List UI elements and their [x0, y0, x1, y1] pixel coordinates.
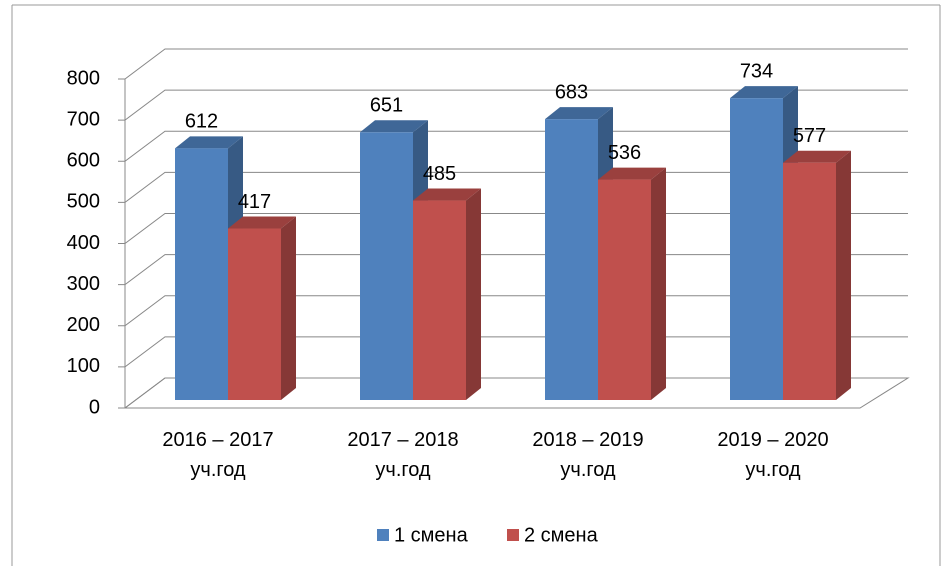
- data-label: 734: [740, 60, 773, 82]
- bar-front: [413, 200, 466, 400]
- bar: [413, 188, 481, 400]
- y-tick-label: 200: [67, 314, 100, 336]
- grid-line: [124, 48, 908, 80]
- data-label: 683: [555, 81, 588, 103]
- y-tick-label: 300: [67, 273, 100, 295]
- y-tick-label: 800: [67, 67, 100, 89]
- y-tick-label: 600: [67, 150, 100, 172]
- data-label: 485: [423, 163, 456, 185]
- bar-top: [413, 188, 481, 201]
- data-label: 577: [793, 125, 826, 147]
- grid-line: [124, 130, 908, 162]
- y-tick-label: 100: [67, 355, 100, 377]
- data-label: 651: [370, 95, 403, 117]
- legend-swatch: [377, 529, 389, 541]
- data-label: 536: [608, 142, 641, 164]
- bar-top: [360, 120, 428, 133]
- bar-top: [783, 150, 851, 163]
- bar-front: [598, 179, 651, 400]
- legend-label: 1 смена: [394, 524, 469, 546]
- bar: [783, 150, 851, 400]
- data-label: 612: [185, 111, 218, 133]
- bar-front: [360, 132, 413, 400]
- y-tick-label: 700: [67, 108, 100, 130]
- data-label: 417: [238, 191, 271, 213]
- bar: [598, 167, 666, 400]
- x-tick-label: 2018 – 2019 уч.год: [532, 429, 644, 481]
- bar-front: [783, 162, 836, 400]
- bar-side: [466, 188, 481, 400]
- bar-side: [651, 167, 666, 400]
- bar-front: [545, 119, 598, 401]
- y-tick-label: 500: [67, 191, 100, 213]
- y-tick-label: 400: [67, 232, 100, 254]
- bar-front: [228, 228, 281, 400]
- legend-swatch: [507, 529, 519, 541]
- y-tick-label: 0: [89, 396, 100, 418]
- x-tick-label: 2016 – 2017 уч.год: [162, 429, 274, 481]
- grid-line: [124, 89, 908, 121]
- bar-front: [175, 148, 228, 400]
- bar-side: [281, 216, 296, 400]
- legend-label: 2 смена: [524, 524, 599, 546]
- bar-top: [175, 136, 243, 149]
- bar-front: [730, 98, 783, 400]
- bar-side: [836, 150, 851, 400]
- x-tick-label: 2019 – 2020 уч.год: [717, 429, 829, 481]
- bar-top: [545, 107, 613, 120]
- bar-top: [228, 216, 296, 229]
- bar: [228, 216, 296, 400]
- bar-top: [598, 167, 666, 180]
- bar-top: [730, 86, 798, 99]
- x-tick-label: 2017 – 2018 уч.год: [347, 429, 459, 481]
